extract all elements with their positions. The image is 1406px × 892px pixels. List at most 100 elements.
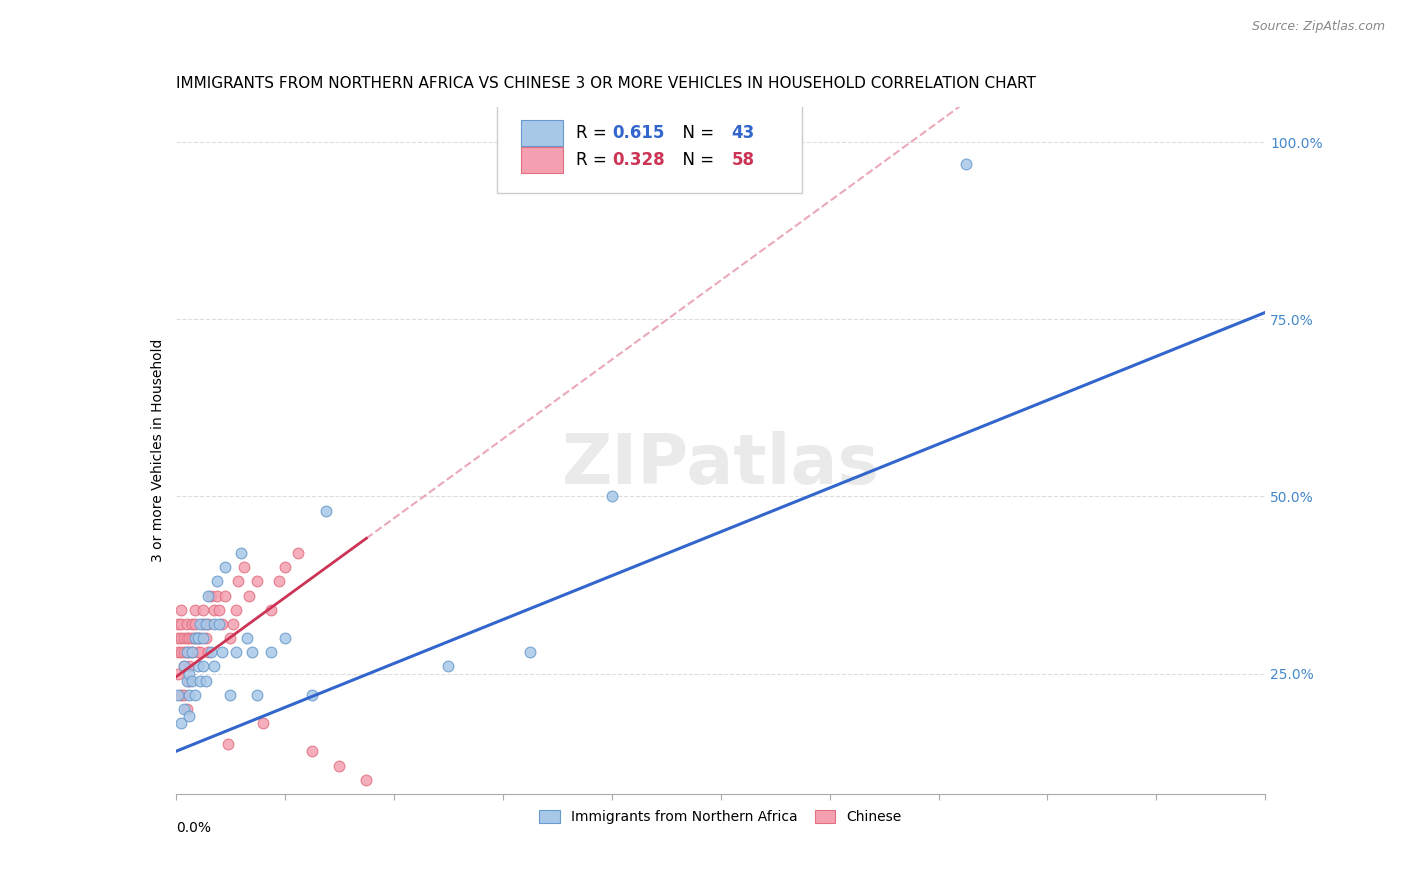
Point [186, 631, 209, 645]
Point [170, 688, 193, 702]
Point [176, 631, 198, 645]
Point [167, 645, 190, 659]
Point [219, 688, 242, 702]
Point [179, 709, 201, 723]
Point [179, 688, 201, 702]
Point [197, 645, 219, 659]
Point [181, 631, 204, 645]
Point [260, 603, 283, 617]
Point [252, 716, 274, 731]
Point [217, 737, 239, 751]
Point [225, 603, 247, 617]
Point [181, 645, 204, 659]
Point [274, 560, 297, 574]
Point [186, 645, 209, 659]
Text: N =: N = [672, 124, 718, 142]
Point [173, 645, 195, 659]
Point [955, 157, 977, 171]
Point [173, 659, 195, 673]
Point [356, 772, 378, 787]
Text: 0.328: 0.328 [613, 151, 665, 169]
Point [208, 603, 231, 617]
Point [219, 631, 242, 645]
Point [184, 603, 207, 617]
Point [235, 631, 257, 645]
Point [222, 616, 245, 631]
Text: 0.615: 0.615 [613, 124, 665, 142]
Point [194, 631, 217, 645]
Point [194, 616, 217, 631]
Point [191, 616, 214, 631]
Point [240, 645, 263, 659]
Point [197, 616, 219, 631]
Point [301, 744, 323, 758]
Point [205, 574, 228, 589]
Point [188, 645, 211, 659]
Point [186, 631, 209, 645]
Point [176, 645, 198, 659]
Point [181, 616, 204, 631]
Point [214, 560, 236, 574]
Point [269, 574, 291, 589]
FancyBboxPatch shape [522, 147, 562, 173]
Point [173, 688, 195, 702]
Point [176, 645, 198, 659]
Point [328, 758, 350, 772]
Text: R =: R = [575, 151, 612, 169]
Text: IMMIGRANTS FROM NORTHERN AFRICA VS CHINESE 3 OR MORE VEHICLES IN HOUSEHOLD CORRE: IMMIGRANTS FROM NORTHERN AFRICA VS CHINE… [176, 76, 1036, 91]
Text: N =: N = [672, 151, 718, 169]
Point [181, 673, 204, 688]
Point [173, 631, 195, 645]
Legend: Immigrants from Northern Africa, Chinese: Immigrants from Northern Africa, Chinese [536, 805, 905, 828]
Point [191, 603, 214, 617]
Point [167, 616, 190, 631]
Point [274, 631, 297, 645]
Point [238, 589, 260, 603]
Point [188, 616, 211, 631]
Point [191, 659, 214, 673]
Point [600, 490, 623, 504]
Point [208, 616, 231, 631]
Point [167, 688, 190, 702]
Point [211, 645, 233, 659]
Text: 0.0%: 0.0% [176, 822, 211, 835]
Point [167, 631, 190, 645]
Text: Source: ZipAtlas.com: Source: ZipAtlas.com [1251, 20, 1385, 33]
Point [188, 673, 211, 688]
Point [170, 631, 193, 645]
Point [181, 645, 204, 659]
Point [167, 666, 190, 681]
Point [184, 688, 207, 702]
Point [191, 631, 214, 645]
Point [200, 589, 222, 603]
FancyBboxPatch shape [498, 100, 803, 193]
Text: ZIPatlas: ZIPatlas [561, 431, 880, 498]
Point [186, 659, 209, 673]
Point [225, 645, 247, 659]
Point [179, 666, 201, 681]
Point [301, 688, 323, 702]
Point [179, 645, 201, 659]
Point [184, 616, 207, 631]
Point [231, 546, 253, 560]
Point [194, 673, 217, 688]
Point [197, 589, 219, 603]
Point [228, 574, 250, 589]
Point [176, 702, 198, 716]
Point [200, 645, 222, 659]
Point [232, 560, 254, 574]
Point [170, 603, 193, 617]
Point [214, 589, 236, 603]
Point [287, 546, 309, 560]
Point [260, 645, 283, 659]
Point [202, 659, 225, 673]
Point [170, 645, 193, 659]
Point [179, 631, 201, 645]
Point [179, 659, 201, 673]
Point [202, 603, 225, 617]
Point [176, 673, 198, 688]
Point [170, 616, 193, 631]
Point [246, 574, 269, 589]
Point [170, 716, 193, 731]
Text: R =: R = [575, 124, 612, 142]
